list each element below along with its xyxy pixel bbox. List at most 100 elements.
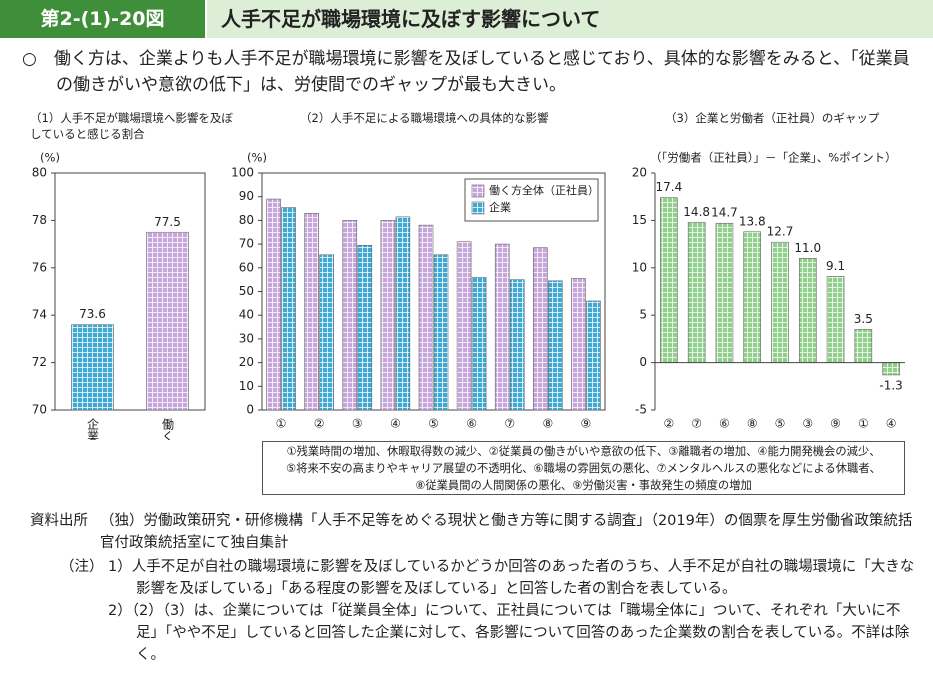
x-tick-label: ④	[390, 417, 401, 431]
x-tick-label: ①	[858, 417, 869, 431]
bar	[281, 207, 296, 411]
bar	[319, 254, 334, 411]
bar	[687, 221, 706, 363]
y-tick-label: 90	[239, 189, 254, 203]
bar	[533, 247, 548, 411]
y-tick-label: 76	[32, 260, 47, 274]
bar	[71, 324, 114, 411]
figure-number: 第2-(1)-20図	[0, 0, 205, 38]
y-tick-label: 80	[239, 213, 254, 227]
x-tick-label: ⑥	[719, 417, 730, 431]
x-tick-label: ⑦	[504, 417, 515, 431]
source-label: 資料出所	[30, 513, 88, 529]
figure-title: 人手不足が職場環境に及ぼす影響について	[207, 0, 933, 38]
y-axis-label: (%)	[40, 151, 60, 165]
bar	[342, 220, 358, 411]
value-label: 73.6	[79, 307, 106, 321]
note: 1）人手不足が自社の職場環境に影響を及ぼしているかどうか回答のあった者のうち、人…	[108, 559, 915, 597]
x-tick-label: ③	[802, 417, 813, 431]
legend-frame	[464, 178, 599, 222]
chart-title: （1）人手不足が職場環境へ影響を及ぼしていると感じる割合	[30, 111, 233, 141]
bar	[509, 279, 525, 411]
summary: ○ 働く方は、企業よりも人手不足が職場環境に影響を及ぼしていると感じており、具体…	[22, 49, 910, 95]
y-tick-label: 20	[632, 166, 647, 180]
source: 資料出所 （独）労働政策研究・研修機構「人手不足等をめぐる現状と働き方等に関する…	[30, 510, 915, 554]
bar	[456, 241, 472, 411]
y-tick-label: 100	[231, 166, 254, 180]
bar	[771, 241, 789, 363]
note: 2）（2）（3）は、企業については「従業員全体」について、正社員については「職場…	[108, 603, 910, 663]
bar	[586, 300, 601, 411]
y-tick-label: 0	[246, 403, 254, 417]
bar	[715, 222, 734, 363]
x-tick-label: ③	[352, 417, 363, 431]
category-key: ①残業時間の増加、休暇取得数の減少、②従業員の働きがいや意欲の低下、③離職者の増…	[262, 441, 905, 495]
value-label: 11.0	[794, 241, 821, 255]
y-tick-label: 78	[32, 213, 47, 227]
x-tick-label: ①	[276, 417, 287, 431]
x-tick-label: ⑨	[581, 417, 592, 431]
bar	[548, 280, 563, 411]
legend-swatch	[471, 201, 485, 215]
y-tick-label: 50	[239, 284, 254, 298]
y-tick-label: 74	[32, 308, 47, 322]
bar	[357, 244, 373, 411]
bar	[571, 278, 586, 411]
value-label: -1.3	[879, 378, 902, 392]
notes-items: 1）人手不足が自社の職場環境に影響を及ぼしているかどうか回答のあった者のうち、人…	[108, 556, 915, 666]
x-tick-label: ②	[314, 417, 325, 431]
bar	[882, 362, 900, 376]
bar	[146, 231, 189, 411]
bar	[395, 216, 411, 411]
y-tick-label: 0	[639, 355, 647, 369]
bar	[660, 197, 678, 363]
chart-title: （2）人手不足による職場環境への具体的な影響	[300, 111, 549, 125]
charts: (%)707274767880企業働く方全体（正社員）73.677.5(%)01…	[32, 151, 905, 440]
y-tick-label: 10	[632, 260, 647, 274]
x-tick-label: ⑨	[830, 417, 841, 431]
notes: （注） 1）人手不足が自社の職場環境に影響を及ぼしているかどうか回答のあった者の…	[60, 556, 915, 666]
x-tick-label: ⑧	[747, 417, 758, 431]
value-label: 17.4	[656, 180, 683, 194]
x-tick-label: ⑦	[691, 417, 702, 431]
bar	[798, 258, 817, 363]
notes-label: （注）	[60, 559, 104, 575]
x-tick-label: ②	[664, 417, 675, 431]
key-line: ⑧従業員間の人間関係の悪化、⑨労働災害・事故発生の頻度の増加	[415, 479, 752, 492]
value-label: 14.8	[683, 205, 710, 219]
bar	[304, 212, 319, 411]
x-tick-label: ④	[886, 417, 897, 431]
bar	[743, 231, 762, 363]
value-label: 13.8	[739, 214, 766, 228]
bar	[266, 198, 281, 411]
legend-swatch	[471, 184, 485, 198]
y-tick-label: 20	[239, 355, 254, 369]
legend-label: 働く方全体（正社員）	[489, 183, 599, 197]
y-tick-label: 80	[32, 166, 47, 180]
plot-frame	[54, 172, 206, 411]
y-tick-label: 72	[32, 355, 47, 369]
bar	[471, 276, 487, 411]
y-tick-label: -5	[635, 403, 647, 417]
y-axis-label: (%)	[247, 151, 267, 165]
x-tick-label: ⑤	[775, 417, 786, 431]
bar	[418, 224, 434, 411]
legend-label: 企業	[489, 200, 511, 214]
x-tick-label: 企業	[86, 417, 100, 440]
x-tick-label: ⑥	[466, 417, 477, 431]
y-axis-label: （「労働者（正社員）」－「企業」、%ポイント）	[650, 151, 897, 165]
value-label: 12.7	[767, 225, 794, 239]
y-tick-label: 60	[239, 260, 254, 274]
y-tick-label: 10	[239, 379, 254, 393]
x-tick-label: 働く方全体（正社員）	[161, 418, 175, 440]
plot-frame	[261, 172, 606, 411]
bar	[826, 276, 845, 363]
bar	[854, 329, 873, 363]
y-tick-label: 40	[239, 308, 254, 322]
chart-title: （3）企業と労働者（正社員）のギャップ	[665, 111, 880, 125]
value-label: 3.5	[854, 312, 873, 326]
y-tick-label: 30	[239, 331, 254, 345]
bar	[380, 220, 396, 411]
y-tick-label: 5	[639, 308, 647, 322]
